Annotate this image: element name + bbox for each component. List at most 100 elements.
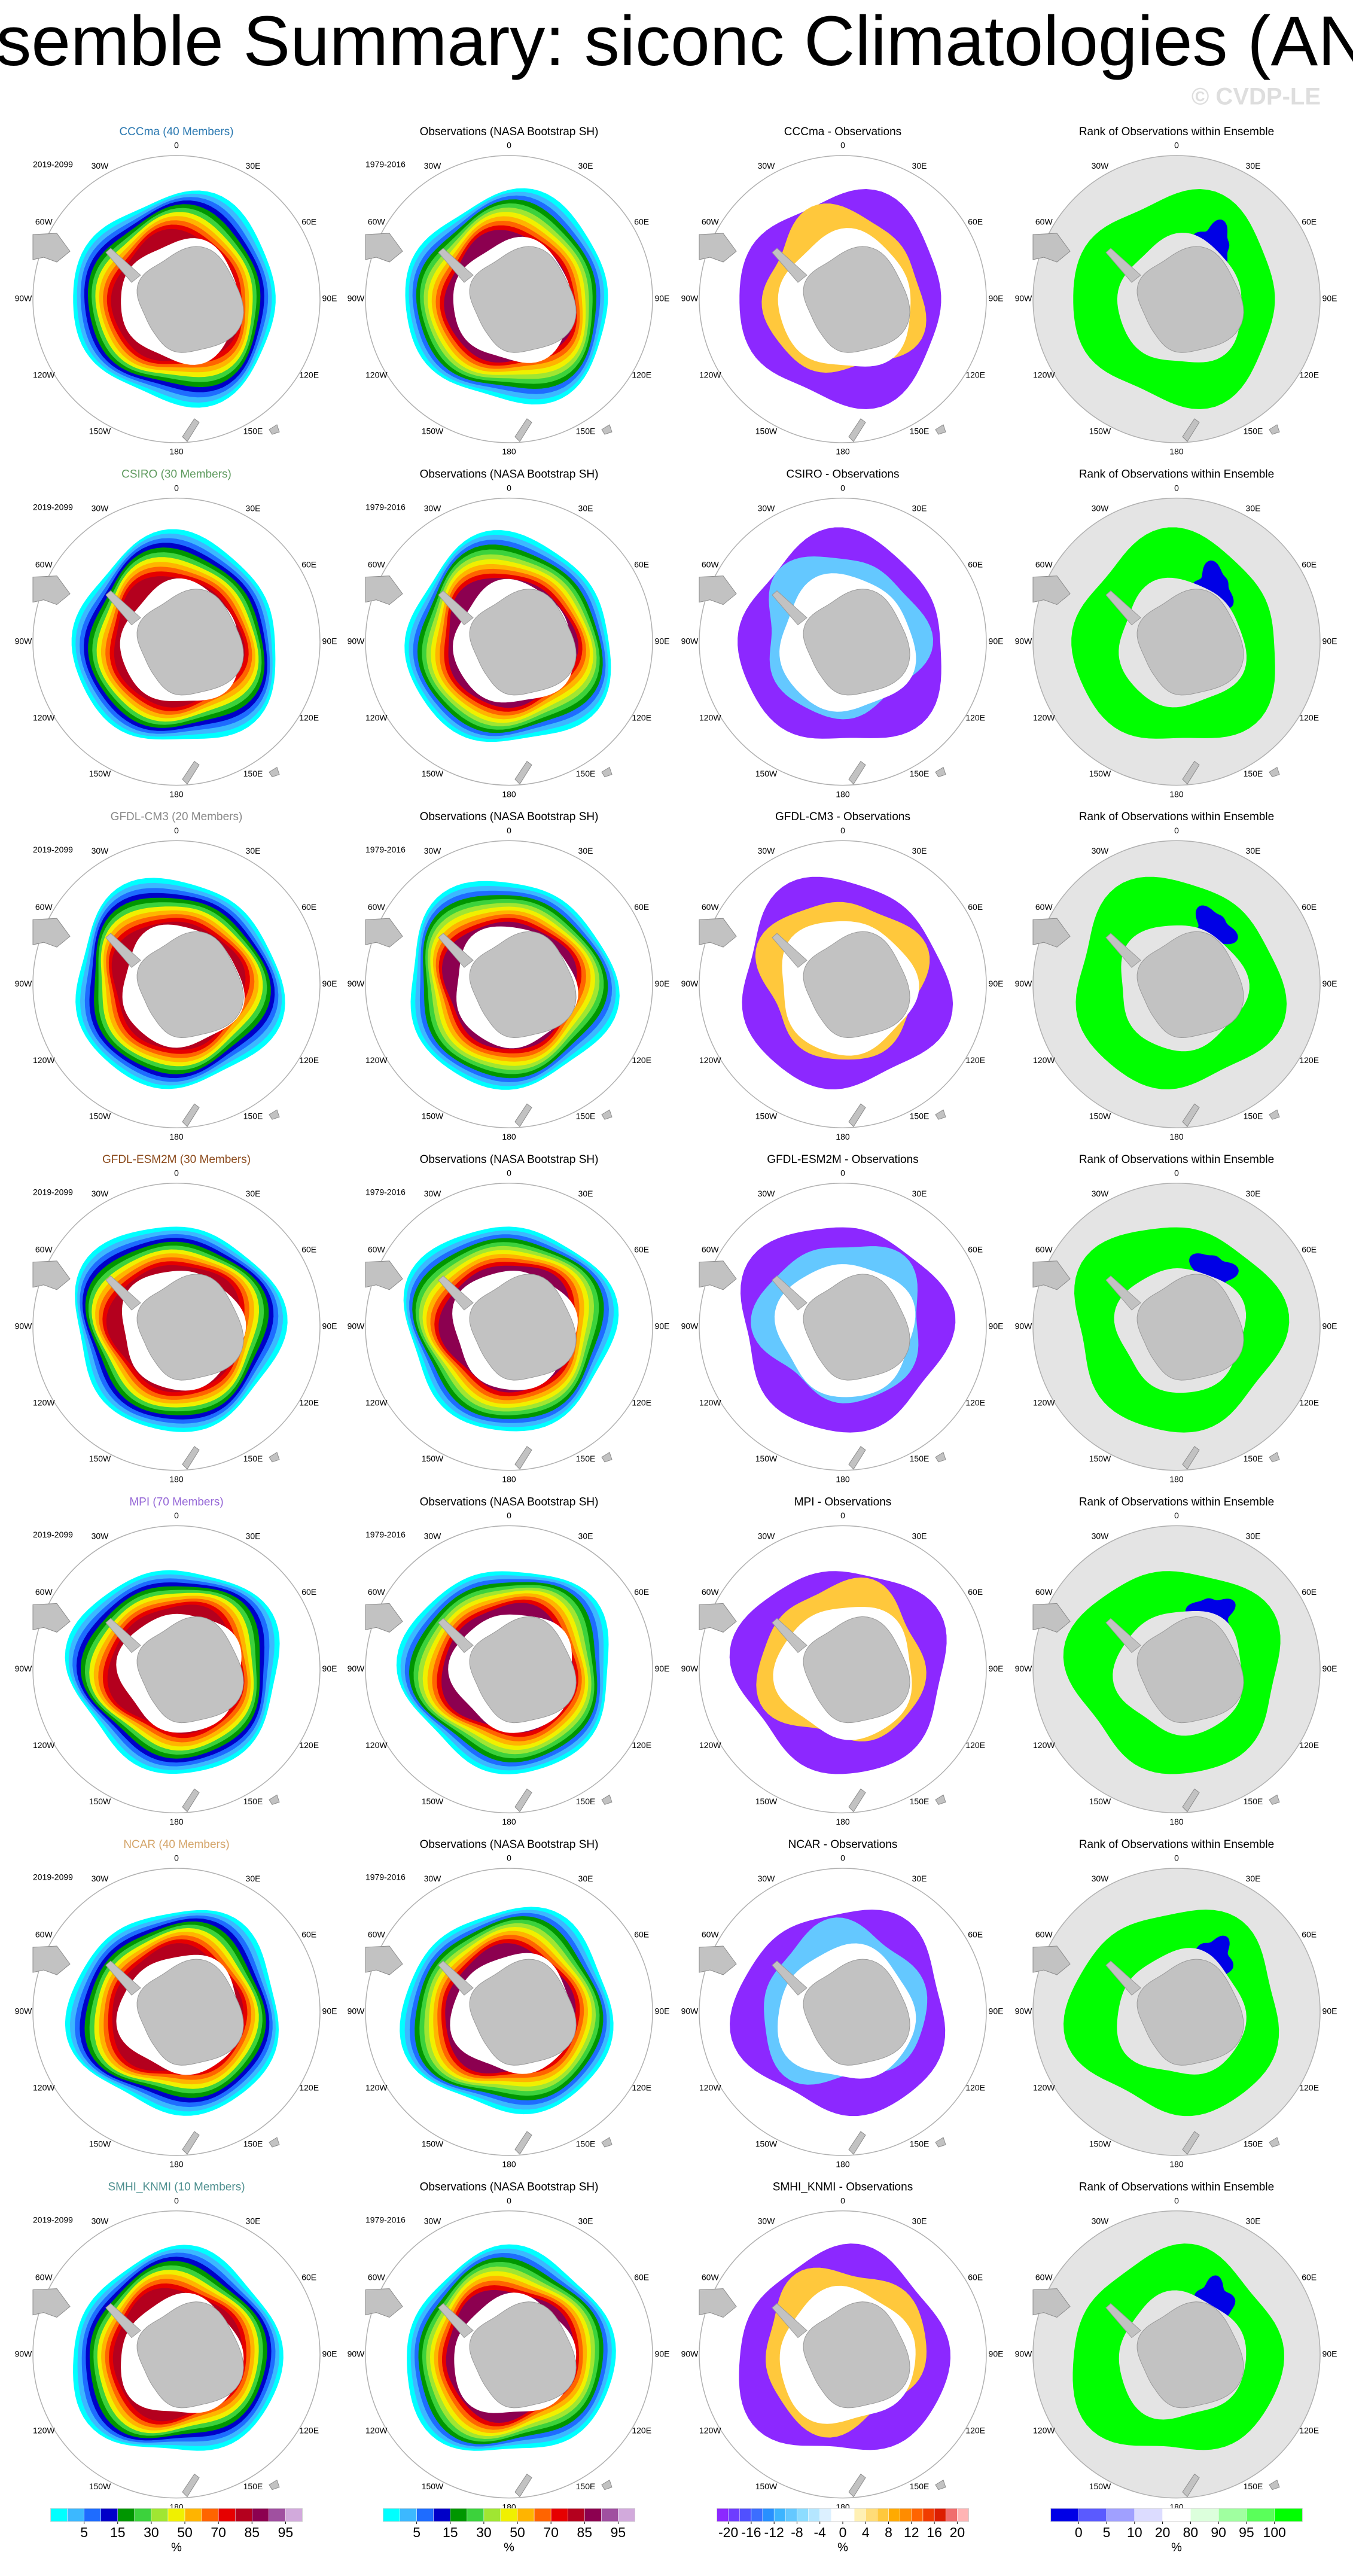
colorbar-tick-label: 95	[1239, 2525, 1254, 2540]
longitude-label: 150W	[422, 1112, 444, 1121]
longitude-label: 150W	[89, 2139, 111, 2148]
period-label: 2019-2099	[33, 845, 73, 854]
longitude-label: 150W	[1089, 1454, 1111, 1463]
period-label: 1979-2016	[365, 502, 406, 511]
longitude-label: 90E	[989, 979, 1004, 988]
longitude-label: 150E	[576, 2139, 596, 2148]
tasmania	[935, 766, 946, 778]
new-zealand	[182, 760, 200, 785]
map-panel: 0 30E 60E 90E 120E 150E 180 150W 120W 90W 60W 30W GF…	[15, 811, 337, 1141]
antarctica	[469, 1274, 577, 1381]
longitude-label: 60E	[1302, 1245, 1317, 1254]
antarctica	[803, 246, 910, 353]
map-panel: 0 30E 60E 90E 120E 150E 180 150W 120W 90W 60W 30W MP…	[15, 1496, 337, 1826]
colorbar-unit: %	[171, 2541, 182, 2554]
peninsula	[438, 1618, 474, 1654]
colorbar-tick-label: 50	[510, 2525, 525, 2540]
peninsula	[772, 933, 807, 968]
colorbar-box	[184, 2508, 202, 2522]
peninsula	[772, 1960, 807, 1996]
map-border	[699, 155, 987, 443]
colorbar-box	[1050, 2508, 1079, 2522]
antarctica	[136, 1274, 244, 1381]
longitude-label: 30W	[758, 2216, 776, 2226]
new-zealand	[514, 1788, 532, 1813]
longitude-label: 90W	[1015, 2006, 1033, 2016]
colorbar-box	[877, 2508, 889, 2522]
south-america	[699, 918, 737, 948]
colorbar-box	[854, 2508, 866, 2522]
colorbar-box	[785, 2508, 797, 2522]
south-america	[365, 2288, 403, 2318]
south-america	[1032, 576, 1071, 605]
longitude-label: 150E	[243, 1112, 263, 1121]
peninsula	[438, 1960, 474, 1996]
colorbar: 5 15 30 50 70 85 95%	[383, 2508, 635, 2554]
longitude-label: 90E	[1322, 979, 1337, 988]
longitude-label: 120E	[965, 1398, 985, 1408]
longitude-label: 90E	[322, 2349, 337, 2358]
longitude-label: 150W	[755, 2481, 778, 2491]
tasmania	[601, 2479, 612, 2490]
new-zealand	[1182, 418, 1200, 442]
longitude-label: 90E	[655, 2006, 670, 2016]
longitude-label: 60W	[35, 559, 53, 569]
tasmania	[935, 2137, 946, 2148]
peninsula	[438, 933, 474, 968]
longitude-label: 0	[840, 141, 845, 150]
south-america	[1032, 233, 1071, 263]
longitude-label: 180	[169, 447, 184, 456]
longitude-label: 60E	[1302, 1930, 1317, 1939]
panel-title: Observations (NASA Bootstrap SH)	[420, 126, 599, 138]
longitude-label: 30W	[424, 846, 442, 855]
longitude-label: 150W	[1089, 1112, 1111, 1121]
tasmania	[1269, 2137, 1280, 2148]
map-fill	[730, 1910, 946, 2117]
longitude-label: 120W	[365, 1740, 388, 1750]
longitude-label: 150E	[576, 769, 596, 778]
panel-title: Rank of Observations within Ensemble	[1079, 2181, 1274, 2194]
map-panel: 0 30E 60E 90E 120E 150E 180 150W 120W 90W 60W 30W NC…	[681, 1838, 1004, 2169]
longitude-label: 60W	[368, 1587, 386, 1597]
map-fill	[407, 2244, 616, 2451]
longitude-label: 90E	[1322, 1322, 1337, 1331]
longitude-label: 30E	[1246, 846, 1261, 855]
colorbar-box	[483, 2508, 501, 2522]
longitude-label: 90E	[989, 1322, 1004, 1331]
longitude-label: 90E	[322, 636, 337, 645]
colorbar-box	[797, 2508, 809, 2522]
tasmania	[269, 1109, 280, 1120]
period-label: 1979-2016	[365, 845, 406, 854]
map-border	[32, 1868, 321, 2156]
tasmania	[269, 2479, 280, 2490]
peninsula	[1105, 2303, 1141, 2339]
new-zealand	[848, 1103, 866, 1127]
colorbar-box	[808, 2508, 820, 2522]
colorbar-box	[269, 2508, 286, 2522]
antarctica	[136, 931, 244, 1039]
south-america	[1032, 1260, 1071, 1290]
colorbar-outline	[383, 2508, 635, 2522]
longitude-label: 0	[1174, 1853, 1179, 1863]
tasmania	[1269, 766, 1280, 778]
period-label: 1979-2016	[365, 160, 406, 169]
longitude-label: 0	[1174, 826, 1179, 835]
longitude-label: 180	[169, 2160, 184, 2169]
longitude-label: 180	[836, 1132, 850, 1141]
new-zealand	[514, 418, 532, 442]
south-america	[699, 576, 737, 605]
panel-title: CSIRO (30 Members)	[121, 468, 231, 481]
longitude-label: 120E	[299, 1740, 319, 1750]
longitude-label: 0	[174, 141, 179, 150]
antarctica	[803, 589, 910, 696]
tasmania	[601, 424, 612, 435]
longitude-label: 30W	[92, 161, 109, 170]
new-zealand	[1182, 1788, 1200, 1813]
longitude-label: 120W	[699, 1398, 721, 1408]
longitude-label: 120W	[699, 1055, 721, 1065]
longitude-label: 150W	[755, 426, 778, 436]
longitude-label: 120W	[365, 1055, 388, 1065]
longitude-label: 30W	[758, 161, 776, 170]
longitude-label: 60W	[35, 1587, 53, 1597]
